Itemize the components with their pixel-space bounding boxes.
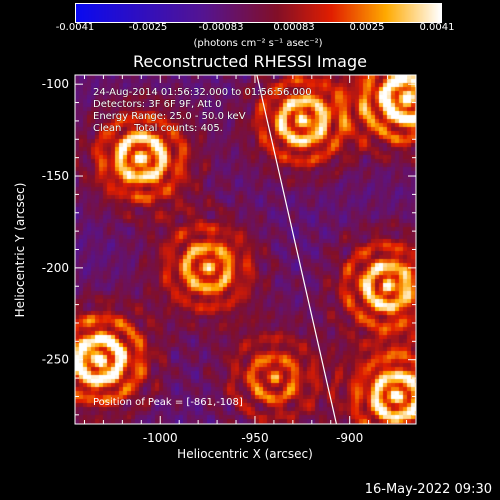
colorbar-tick-label: -0.0041 [55,22,95,33]
peak-position-label: Position of Peak = [-861,-108] [93,397,243,408]
info-total-counts: Clean Total counts: 405. [93,123,223,134]
colorbar-tick-label: 0.0041 [419,22,455,33]
info-detectors: Detectors: 3F 6F 9F, Att 0 [93,99,222,110]
x-tick-label: -950 [241,431,268,445]
colorbar-tick-label: -0.0025 [128,22,168,33]
rhessi-image-map [75,75,416,424]
info-time-range: 24-Aug-2014 01:56:32.000 to 01:56:56.000 [93,87,312,98]
colorbar-tick-label: -0.00083 [198,22,244,33]
y-tick-label: -100 [42,77,69,91]
colorbar-unit-label: (photons cm⁻² s⁻¹ asec⁻²) [193,38,323,49]
colorbar-gradient [76,4,441,22]
x-tick-label: -1000 [143,431,178,445]
y-axis-label: Heliocentric Y (arcsec) [13,182,27,318]
solar-limb-line [256,74,338,425]
x-axis-label: Heliocentric X (arcsec) [177,447,313,461]
colorbar-tick-label: 0.0025 [349,22,385,33]
info-energy-range: Energy Range: 25.0 - 50.0 keV [93,111,246,122]
y-tick-label: -200 [42,261,69,275]
plot-title: Reconstructed RHESSI Image [133,52,367,71]
image-plot-area [75,75,416,424]
y-tick-label: -250 [42,353,69,367]
y-tick-label: -150 [42,169,69,183]
footer-timestamp: 16-May-2022 09:30 [364,482,492,497]
x-tick-label: -900 [336,431,363,445]
colorbar [75,3,442,23]
colorbar-tick-label: 0.00083 [273,22,315,33]
